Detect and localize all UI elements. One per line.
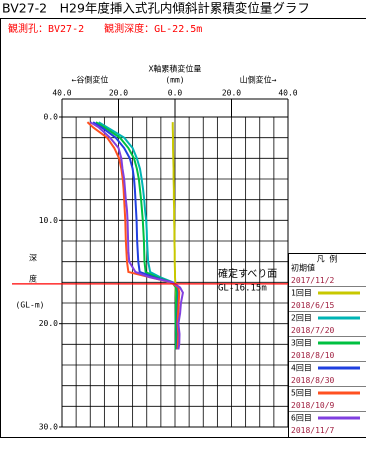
y-tick-label: 10.0: [39, 216, 58, 225]
frame: [0, 18, 366, 438]
legend-date: 2018/10/9: [291, 401, 335, 410]
y-tick-label: 30.0: [39, 423, 58, 432]
y-tick-label: 20.0: [39, 319, 58, 328]
legend-label: 1回目: [291, 289, 312, 298]
legend-date: 2018/11/7: [291, 426, 335, 435]
y-label: (GL-m): [16, 301, 45, 310]
legend-date: 2018/8/10: [291, 351, 335, 360]
legend-date: 2018/7/20: [291, 326, 335, 335]
legend-label: 初期値: [291, 263, 315, 273]
x-tick-label: 20.0: [222, 89, 241, 98]
legend-title: 凡 例: [317, 254, 338, 264]
slip-label: 確定すべり面: [218, 267, 277, 280]
legend-date: 2018/8/30: [291, 376, 335, 385]
legend-date: 2017/11/2: [291, 276, 335, 285]
x-tick-label: 0.0: [168, 89, 183, 98]
y-label: 度: [29, 274, 37, 284]
legend-label: 2回目: [291, 314, 312, 323]
legend-label: 6回目: [291, 414, 312, 423]
x-tick-label: 20.0: [109, 89, 128, 98]
left-label: ←谷側変位: [72, 75, 109, 85]
legend-date: 2018/6/15: [291, 301, 335, 310]
legend-label: 5回目: [291, 389, 312, 398]
x-unit: (mm): [165, 76, 184, 85]
y-label: 深: [29, 254, 37, 263]
chart-title: BV27-2 H29年度挿入式孔内傾斜計累積変位量グラフ: [2, 1, 310, 16]
series-line: [95, 121, 178, 350]
y-tick-label: 0.0: [44, 113, 59, 122]
x-label: X軸累積変位量: [149, 64, 202, 74]
legend-label: 4回目: [291, 364, 312, 373]
subtitle: 観測孔：BV27-2 観測深度：GL-22.5m: [8, 22, 202, 35]
series-line: [86, 121, 181, 350]
right-label: 山側変位→: [240, 75, 277, 85]
x-tick-label: 40.0: [278, 89, 297, 98]
series-line: [89, 121, 184, 350]
x-tick-label: 40.0: [52, 89, 71, 98]
slip-label: GL-16.15m: [218, 283, 267, 293]
legend-box: [288, 253, 366, 438]
legend-label: 3回目: [291, 339, 312, 348]
